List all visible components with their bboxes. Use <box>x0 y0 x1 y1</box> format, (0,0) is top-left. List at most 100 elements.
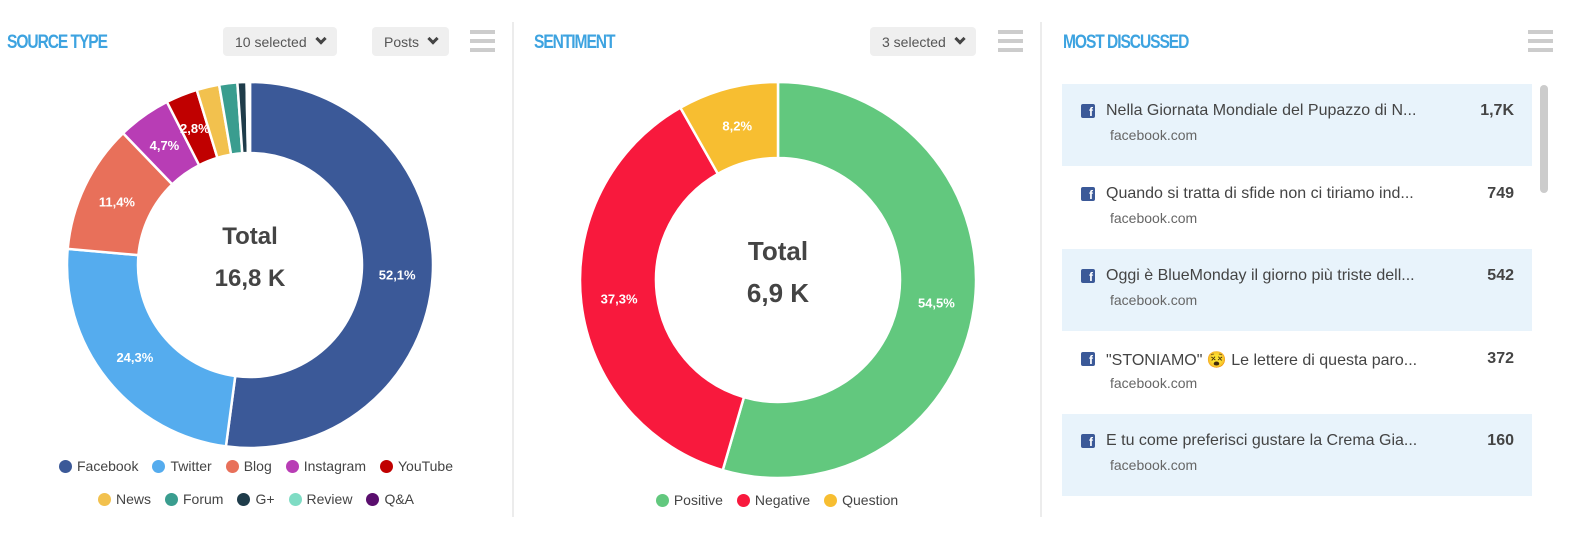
legend-dot <box>237 492 251 506</box>
item-count: 749 <box>1487 184 1514 202</box>
metric-dropdown[interactable]: Posts <box>372 27 450 56</box>
source-type-title: SOURCE TYPE <box>7 32 108 53</box>
item-count: 1,7K <box>1480 102 1514 119</box>
item-count: 372 <box>1487 349 1514 367</box>
divider <box>1040 22 1042 517</box>
legend-item[interactable]: Negative <box>736 492 810 508</box>
legend-label: Instagram <box>303 458 366 474</box>
sentiment-donut-chart: 54,5% 37,3% 8,2% Total 6,9 K <box>578 80 978 480</box>
legend-item[interactable]: Positive <box>655 492 723 508</box>
legend-label: News <box>115 491 151 507</box>
source-type-donut-chart: 52,1% 24,3% 11,4% 4,7%2,8% Total 16,8 K <box>65 80 435 450</box>
legend-item[interactable]: G+ <box>237 491 275 507</box>
item-title[interactable]: "STONIAMO" 😵 Le lettere di questa paro..… <box>1106 351 1418 369</box>
slice-negative[interactable] <box>578 105 746 472</box>
sentiment-panel: SENTIMENT 3 selected 54,5% 37,3% 8,2% Total… <box>514 0 1040 520</box>
facebook-icon: f <box>1081 269 1095 284</box>
slice-qa[interactable] <box>247 80 252 155</box>
data-label: 52,1% <box>379 268 416 283</box>
item-source: facebook.com <box>1110 209 1198 226</box>
facebook-icon: f <box>1081 104 1095 119</box>
most-discussed-title: MOST DISCUSSED <box>1063 32 1189 53</box>
legend-item[interactable]: News <box>97 491 151 507</box>
item-source: facebook.com <box>1110 374 1198 391</box>
legend-item[interactable]: Twitter <box>152 458 212 474</box>
facebook-icon: f <box>1081 186 1095 202</box>
item-title[interactable]: Nella Giornata Mondiale del Pupazzo di N… <box>1106 102 1417 119</box>
legend-dot <box>225 459 239 473</box>
data-label: 24,3% <box>116 350 153 365</box>
hamburger-menu-icon[interactable] <box>1528 30 1553 52</box>
data-label: 54,5% <box>918 296 955 311</box>
item-source: facebook.com <box>1110 127 1198 143</box>
legend-dot <box>58 459 72 473</box>
scrollbar[interactable] <box>1540 85 1548 193</box>
item-count: 160 <box>1487 432 1514 449</box>
item-source: facebook.com <box>1110 457 1198 473</box>
legend-label: Twitter <box>170 458 212 474</box>
data-label: 4,7% <box>150 138 180 153</box>
most-discussed-panel: MOST DISCUSSED <box>1042 0 1573 520</box>
legend-item[interactable]: Blog <box>225 458 272 474</box>
legend-label: Review <box>306 491 353 507</box>
legend-item[interactable]: Instagram <box>285 458 366 474</box>
data-label: 37,3% <box>601 292 638 307</box>
hamburger-menu-icon[interactable] <box>998 30 1023 52</box>
divider <box>512 22 514 517</box>
data-label: 11,4% <box>99 194 136 209</box>
legend-label: Q&A <box>384 491 415 507</box>
slice-question[interactable] <box>678 80 780 176</box>
data-label: 2,8% <box>180 121 210 136</box>
list-item[interactable]: f "STONIAMO" 😵 Le lettere di questa paro.… <box>1062 332 1532 414</box>
sentiment-title: SENTIMENT <box>534 32 616 53</box>
legend-dot <box>379 459 393 473</box>
item-source: facebook.com <box>1110 292 1198 308</box>
slice-twitter[interactable] <box>65 247 237 448</box>
legend-label: G+ <box>255 491 275 507</box>
legend-dot <box>655 493 669 507</box>
center-value: 16,8 K <box>215 265 286 292</box>
item-count: 542 <box>1487 267 1514 284</box>
legend-dot <box>288 492 302 506</box>
source-filter-label: 10 selected <box>235 33 307 50</box>
legend-label: Question <box>842 492 899 508</box>
legend-label: Forum <box>183 491 224 507</box>
sentiment-legend: Positive Negative Question <box>514 492 1040 508</box>
legend-dot <box>824 493 838 507</box>
legend-item[interactable]: Question <box>824 492 898 508</box>
source-type-legend: Facebook Twitter Blog Instagram YouTube News F… <box>0 458 512 507</box>
legend-item[interactable]: YouTube <box>379 458 453 474</box>
center-label: Total <box>222 223 278 250</box>
facebook-icon: f <box>1081 434 1095 449</box>
slice-positive[interactable] <box>721 80 978 480</box>
legend-item[interactable]: Q&A <box>366 491 414 507</box>
legend-label: Positive <box>673 492 723 508</box>
facebook-icon: f <box>1081 351 1095 367</box>
source-filter-dropdown[interactable]: 10 selected <box>223 27 337 56</box>
item-title[interactable]: E tu come preferisci gustare la Crema Gi… <box>1106 432 1418 449</box>
list-item[interactable]: f Quando si tratta di sfide non ci tiriam… <box>1062 167 1532 249</box>
slice-facebook[interactable] <box>224 80 435 450</box>
sentiment-filter-label: 3 selected <box>882 33 946 50</box>
legend-item[interactable]: Facebook <box>58 458 139 474</box>
list-item[interactable]: f Nella Giornata Mondiale del Pupazzo di … <box>1062 84 1532 166</box>
legend-label: Blog <box>243 458 272 474</box>
data-label: 8,2% <box>722 118 752 133</box>
legend-label: Facebook <box>76 458 139 474</box>
sentiment-filter-dropdown[interactable]: 3 selected <box>870 27 976 56</box>
legend-dot <box>152 459 166 473</box>
center-label: Total <box>748 236 808 266</box>
legend-dot <box>97 492 111 506</box>
legend-dot <box>736 493 750 507</box>
list-item[interactable]: f Oggi è BlueMonday il giorno più triste … <box>1062 249 1532 331</box>
metric-label: Posts <box>384 33 420 50</box>
legend-dot <box>366 492 380 506</box>
legend-item[interactable]: Review <box>288 491 353 507</box>
center-value: 6,9 K <box>747 278 809 308</box>
hamburger-menu-icon[interactable] <box>470 30 495 52</box>
list-item[interactable]: f E tu come preferisci gustare la Crema G… <box>1062 414 1532 496</box>
legend-item[interactable]: Forum <box>165 491 223 507</box>
item-title[interactable]: Oggi è BlueMonday il giorno più triste d… <box>1106 267 1415 284</box>
legend-label: YouTube <box>397 458 453 474</box>
item-title[interactable]: Quando si tratta di sfide non ci tiriamo… <box>1106 184 1414 202</box>
